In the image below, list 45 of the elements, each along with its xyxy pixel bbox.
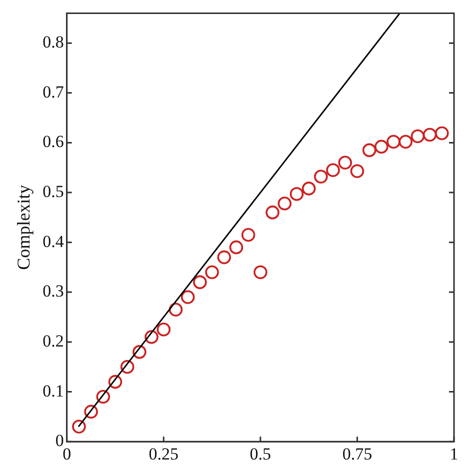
point [132,345,146,359]
point [156,322,171,336]
point [362,143,376,158]
point [144,330,158,344]
point [72,420,86,434]
y-tick-label: 0.1 [42,381,64,400]
x-tick-label: 0.25 [148,444,179,464]
point [229,240,244,254]
point [386,134,400,149]
point [254,265,268,280]
y-axis-title: Complexity [14,184,34,270]
y-tick-label: 0.8 [42,32,64,52]
point [108,374,122,389]
y-tick-label: 0.4 [42,232,64,251]
point [120,360,134,374]
y-tick-label: 0.2 [42,331,64,350]
x-tick-label: 0.5 [250,444,272,464]
point [278,196,292,210]
point [302,182,316,196]
point [350,164,364,178]
point [205,265,219,280]
y-tick-label: 0.3 [42,282,64,301]
point [314,170,328,184]
point [180,290,195,304]
point [338,156,352,170]
x-tick-label: 0.75 [342,444,372,464]
point [435,126,449,140]
point [168,302,183,316]
point [422,128,437,142]
y-tick-label: 0.7 [42,82,64,102]
point [217,250,232,264]
point [193,275,207,290]
point [410,129,425,144]
point [290,187,304,201]
point [374,140,388,154]
point [241,228,256,242]
point [96,390,110,404]
point [326,163,340,178]
y-tick-label: 0.5 [42,182,64,201]
point [266,206,280,220]
point [398,134,413,149]
x-tick-label: 1 [450,444,458,464]
y-tick-label: 0.6 [42,132,64,152]
point [84,404,98,419]
y-tick-label: 0 [55,431,64,450]
